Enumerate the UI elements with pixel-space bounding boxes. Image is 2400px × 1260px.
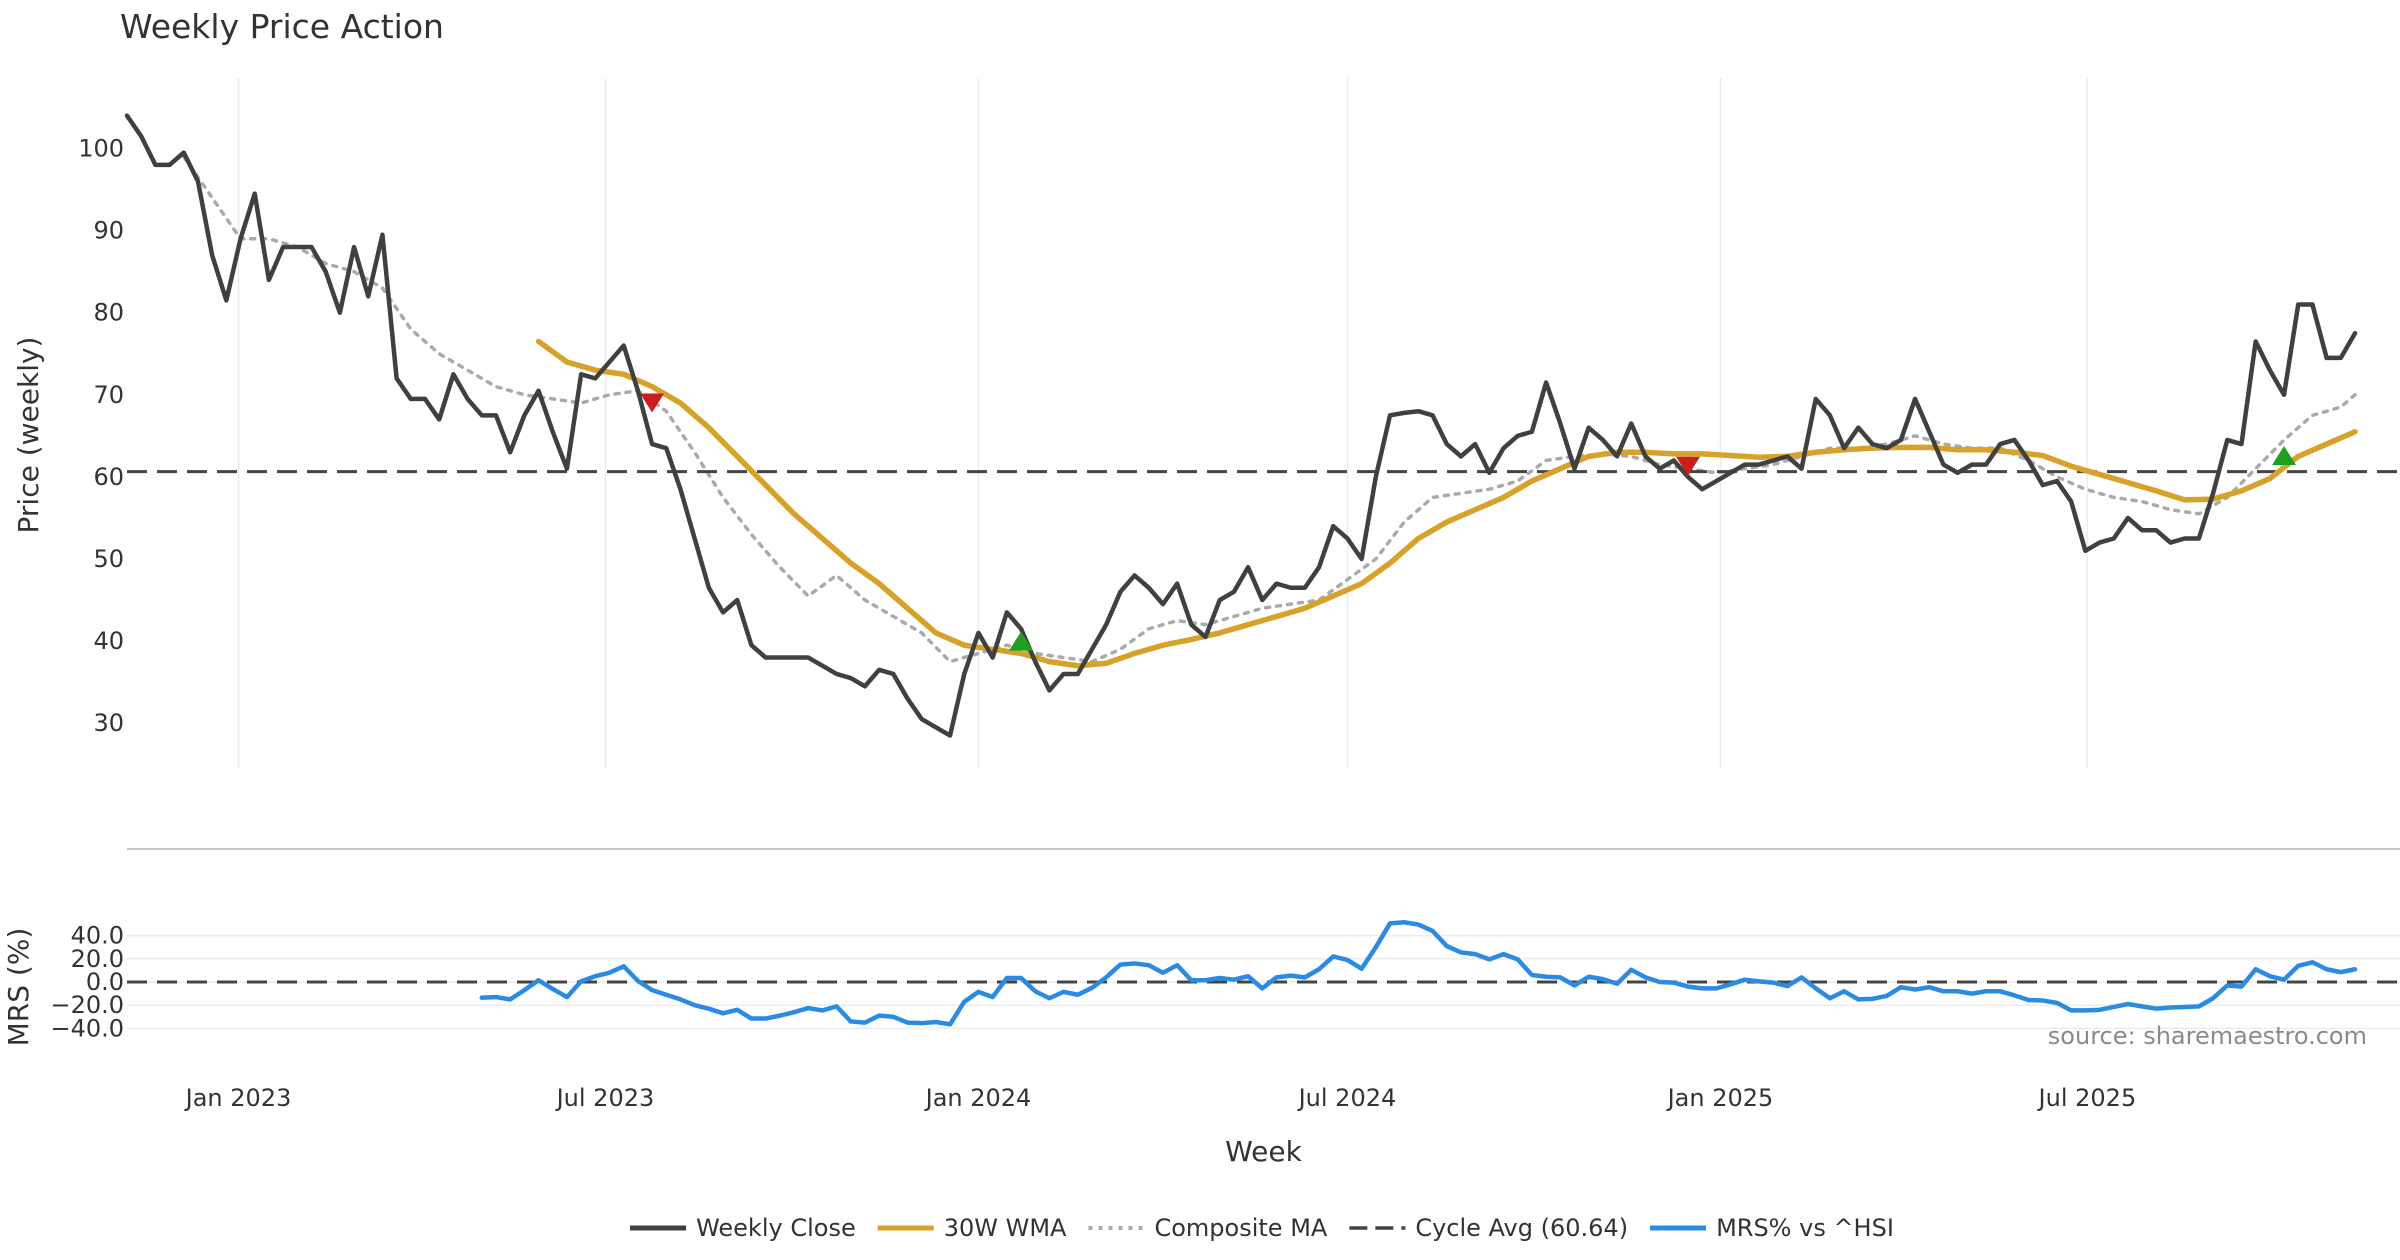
mrs-y-tick-label: 0.0 [86, 968, 124, 996]
composite-ma-line [182, 154, 2357, 664]
mrs-y-tick-label: −20.0 [50, 991, 124, 1019]
legend-label: Weekly Close [696, 1214, 856, 1242]
mrs-y-tick-label: 40.0 [71, 922, 124, 950]
price-y-tick-label: 90 [93, 217, 124, 245]
legend-label: MRS% vs ^HSI [1716, 1214, 1894, 1242]
x-tick-label: Jul 2023 [555, 1084, 655, 1112]
price-y-tick-label: 100 [78, 135, 124, 163]
x-axis-label: Week [1225, 1135, 1302, 1168]
price-y-tick-label: 50 [93, 545, 124, 573]
x-tick-label: Jan 2025 [1666, 1084, 1774, 1112]
mrs-y-tick-label: 20.0 [71, 945, 124, 973]
legend-label: Composite MA [1154, 1214, 1327, 1242]
price-y-tick-label: 40 [93, 627, 124, 655]
weekly-close-line [124, 113, 2358, 738]
legend: Weekly Close 30W WMA Composite MA Cycle Avg… [630, 1214, 1894, 1242]
price-y-tick-label: 60 [93, 463, 124, 491]
x-tick-label: Jan 2024 [924, 1084, 1032, 1112]
x-tick-label: Jul 2024 [1297, 1084, 1397, 1112]
price-panel: Weekly Price Action 30 40 50 60 70 80 90 100 Pric… [12, 7, 2400, 768]
chart-title: Weekly Price Action [120, 7, 444, 46]
price-y-tick-label: 70 [93, 381, 124, 409]
price-y-tick-label: 30 [93, 709, 124, 737]
mrs-panel: −40.0−20.00.020.040.0 MRS (%) source: shar… [2, 848, 2400, 1168]
sell-signal-marker [640, 393, 665, 413]
mrs-line [479, 920, 2358, 1027]
mrs-y-axis-label: MRS (%) [2, 928, 35, 1047]
buy-signal-marker [2272, 446, 2297, 466]
buy-signal-marker [1009, 631, 1034, 651]
x-tick-label: Jul 2025 [2037, 1084, 2137, 1112]
price-y-tick-label: 80 [93, 299, 124, 327]
source-annotation: source: sharemaestro.com [2048, 1022, 2367, 1050]
wma-30w-line [535, 338, 2358, 669]
legend-label: Cycle Avg (60.64) [1415, 1214, 1628, 1242]
sell-signal-marker [1676, 456, 1701, 476]
mrs-y-tick-label: −40.0 [50, 1014, 124, 1042]
x-tick-label: Jan 2023 [184, 1084, 292, 1112]
legend-label: 30W WMA [944, 1214, 1067, 1242]
price-y-axis-label: Price (weekly) [12, 337, 45, 534]
